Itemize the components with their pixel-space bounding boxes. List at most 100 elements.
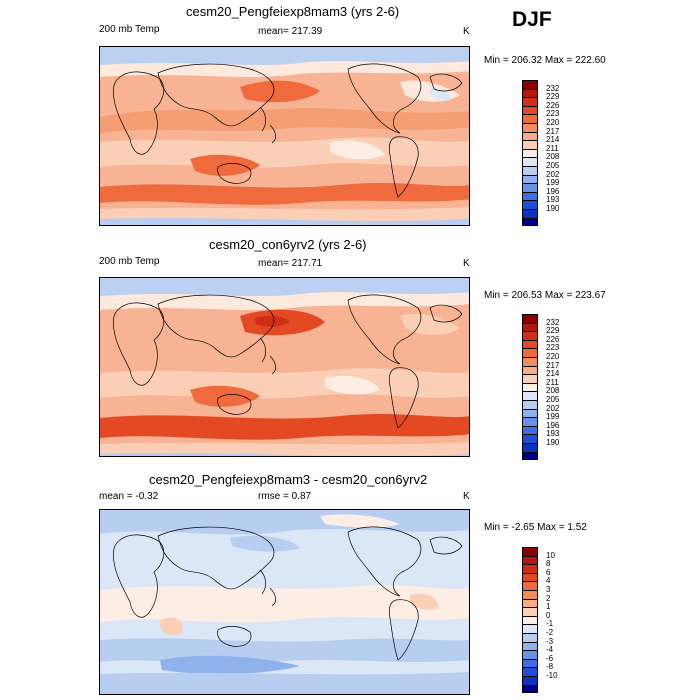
colorbar-label: 226 [546, 334, 560, 344]
colorbar-label: 6 [546, 567, 551, 577]
colorbar-swatch [522, 348, 538, 357]
colorbar-swatch [522, 684, 538, 694]
panel-2-variable-label: 200 mb Temp [99, 256, 160, 267]
colorbar-label: 208 [546, 386, 560, 396]
colorbar-swatch [522, 675, 538, 685]
colorbar-label: 214 [546, 135, 560, 145]
colorbar-label: 232 [546, 317, 560, 327]
panel-3-colorbar: 10 8 6 4 3 2 1 0 -1 -2 -3 -4 -6 -8 -10 [522, 547, 558, 694]
panel-1-variable-label: 200 mb Temp [99, 24, 160, 35]
colorbar-swatch [522, 555, 538, 565]
panel-3-min-max: Min = -2.65 Max = 1.52 [484, 522, 587, 533]
colorbar-swatch [522, 624, 538, 633]
colorbar-label: -10 [546, 671, 558, 680]
colorbar-label: -4 [546, 645, 554, 655]
colorbar-label: -1 [546, 619, 554, 629]
colorbar-label: 4 [546, 576, 551, 586]
colorbar-swatch [522, 208, 538, 218]
panel-3-mean: mean = -0.32 [99, 491, 159, 502]
colorbar-label: 193 [546, 429, 560, 439]
colorbar-swatch [522, 451, 538, 461]
colorbar-label: 214 [546, 369, 560, 379]
colorbar-swatch [522, 217, 538, 227]
colorbar-label: 232 [546, 83, 560, 93]
colorbar-swatch [522, 200, 538, 209]
panel-3-title: cesm20_Pengfeiexp8mam3 - cesm20_con6yrv2 [149, 472, 428, 487]
colorbar-swatch [522, 331, 538, 340]
colorbar-swatch [522, 442, 538, 452]
panel-2-colorbar: 232 229 226 223 220 217 214 211 208 205 202 199 196 1… [522, 314, 559, 461]
panel-2-title: cesm20_con6yrv2 (yrs 2-6) [209, 237, 367, 252]
colorbar-label: 190 [546, 204, 560, 213]
colorbar-swatch [522, 434, 538, 443]
colorbar-label: 196 [546, 186, 560, 196]
panel-2-map [99, 277, 470, 457]
colorbar-swatch [522, 183, 538, 192]
colorbar-label: 202 [546, 403, 560, 413]
panel-1-mean: mean= 217.39 [258, 26, 323, 37]
colorbar-swatch [522, 80, 538, 89]
colorbar-swatch [522, 131, 538, 141]
colorbar-label: 205 [546, 395, 560, 404]
colorbar-swatch [522, 658, 538, 668]
panel-2-min-max: Min = 206.53 Max = 223.67 [484, 290, 606, 301]
colorbar-label: 220 [546, 352, 560, 361]
colorbar-swatch [522, 148, 538, 158]
panel-3-map [99, 509, 470, 695]
season-label: DJF [512, 8, 552, 31]
panel-1-title: cesm20_Pengfeiexp8mam3 (yrs 2-6) [186, 4, 400, 19]
colorbar-swatch [522, 589, 538, 599]
colorbar-label: 226 [546, 100, 560, 110]
colorbar-label: 8 [546, 559, 551, 569]
colorbar-swatch [522, 140, 538, 149]
colorbar-label: 217 [546, 360, 560, 370]
colorbar-swatch [522, 365, 538, 375]
colorbar-swatch [522, 615, 538, 625]
colorbar-swatch [522, 598, 538, 608]
colorbar-swatch [522, 122, 538, 132]
colorbar-label: 190 [546, 438, 560, 447]
colorbar-label: 199 [546, 178, 560, 188]
colorbar-swatch [522, 382, 538, 392]
panel-3-rmse: rmse = 0.87 [258, 491, 312, 502]
colorbar-label: 3 [546, 585, 551, 594]
colorbar-swatch [522, 174, 538, 184]
colorbar-label: 223 [546, 109, 560, 119]
colorbar-label: 202 [546, 169, 560, 179]
colorbar-label: 220 [546, 118, 560, 127]
colorbar-label: 229 [546, 92, 560, 102]
colorbar-swatch [522, 105, 538, 115]
colorbar-swatch [522, 339, 538, 349]
colorbar-label: 205 [546, 161, 560, 170]
panel-2-units: K [463, 258, 470, 269]
colorbar-swatch [522, 88, 538, 98]
colorbar-swatch [522, 399, 538, 409]
colorbar-swatch [522, 641, 538, 651]
colorbar-swatch [522, 425, 538, 435]
colorbar-label: 217 [546, 126, 560, 136]
colorbar-label: -3 [546, 636, 554, 646]
colorbar-swatch [522, 607, 538, 616]
colorbar-label: 211 [546, 377, 559, 387]
panel-1-map [99, 46, 470, 226]
colorbar-label: 1 [546, 602, 551, 612]
panel-2-mean: mean= 217.71 [258, 258, 323, 269]
colorbar-label: 0 [546, 610, 551, 620]
colorbar-label: 199 [546, 412, 560, 422]
colorbar-label: -2 [546, 628, 554, 637]
colorbar-label: 208 [546, 152, 560, 162]
colorbar-label: 229 [546, 326, 560, 336]
colorbar-swatch [522, 408, 538, 418]
colorbar-label: -8 [546, 662, 554, 672]
colorbar-swatch [522, 417, 538, 426]
panel-1-min-max: Min = 206.32 Max = 222.60 [484, 55, 606, 66]
colorbar-label: -6 [546, 653, 554, 663]
colorbar-swatch [522, 632, 538, 642]
panel-3-units: K [463, 491, 470, 502]
colorbar-swatch [522, 564, 538, 573]
colorbar-swatch [522, 356, 538, 366]
colorbar-swatch [522, 581, 538, 590]
colorbar-swatch [522, 572, 538, 582]
colorbar-swatch [522, 165, 538, 175]
colorbar-swatch [522, 314, 538, 323]
